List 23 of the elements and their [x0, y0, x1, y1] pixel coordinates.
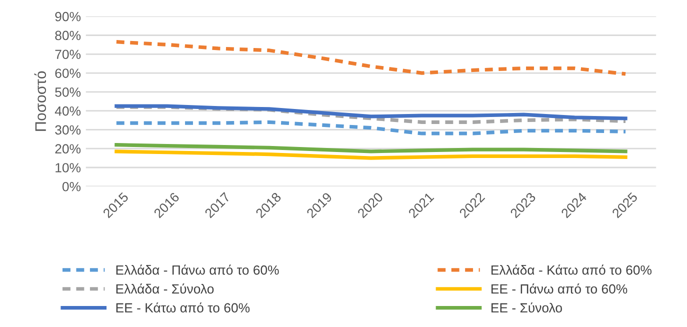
y-tick-label: 10% [56, 163, 81, 172]
y-tick-label: 90% [55, 12, 81, 22]
y-tick-label: 20% [55, 144, 81, 154]
y-tick-label: 70% [55, 50, 81, 60]
line-series [114, 120, 628, 136]
y-tick-label: 30% [55, 125, 81, 135]
line-series [114, 104, 628, 120]
legend-label: Ελλάδα - Σύνολο [116, 284, 214, 294]
y-tick-label: 50% [55, 87, 81, 97]
line-series [114, 105, 628, 124]
y-tick-label: 0% [62, 182, 81, 192]
legend-label: Ελλάδα - Κάτω από το 60% [491, 264, 652, 275]
y-tick-label: 60% [55, 68, 81, 78]
y-axis-title: Ποσοστό [34, 71, 46, 131]
legend-label: ΕΕ - Κάτω από το 60% [116, 302, 250, 313]
line-series [114, 40, 628, 76]
legend-label: ΕΕ - Πάνω από το 60% [491, 284, 628, 294]
legend-label: ΕΕ - Σύνολο [491, 302, 562, 313]
y-tick-label: 40% [54, 106, 81, 116]
legend-label: Ελλάδα - Πάνω από το 60% [116, 264, 279, 275]
line-series [114, 143, 628, 154]
y-tick-label: 80% [55, 30, 81, 40]
line-series [114, 150, 628, 160]
